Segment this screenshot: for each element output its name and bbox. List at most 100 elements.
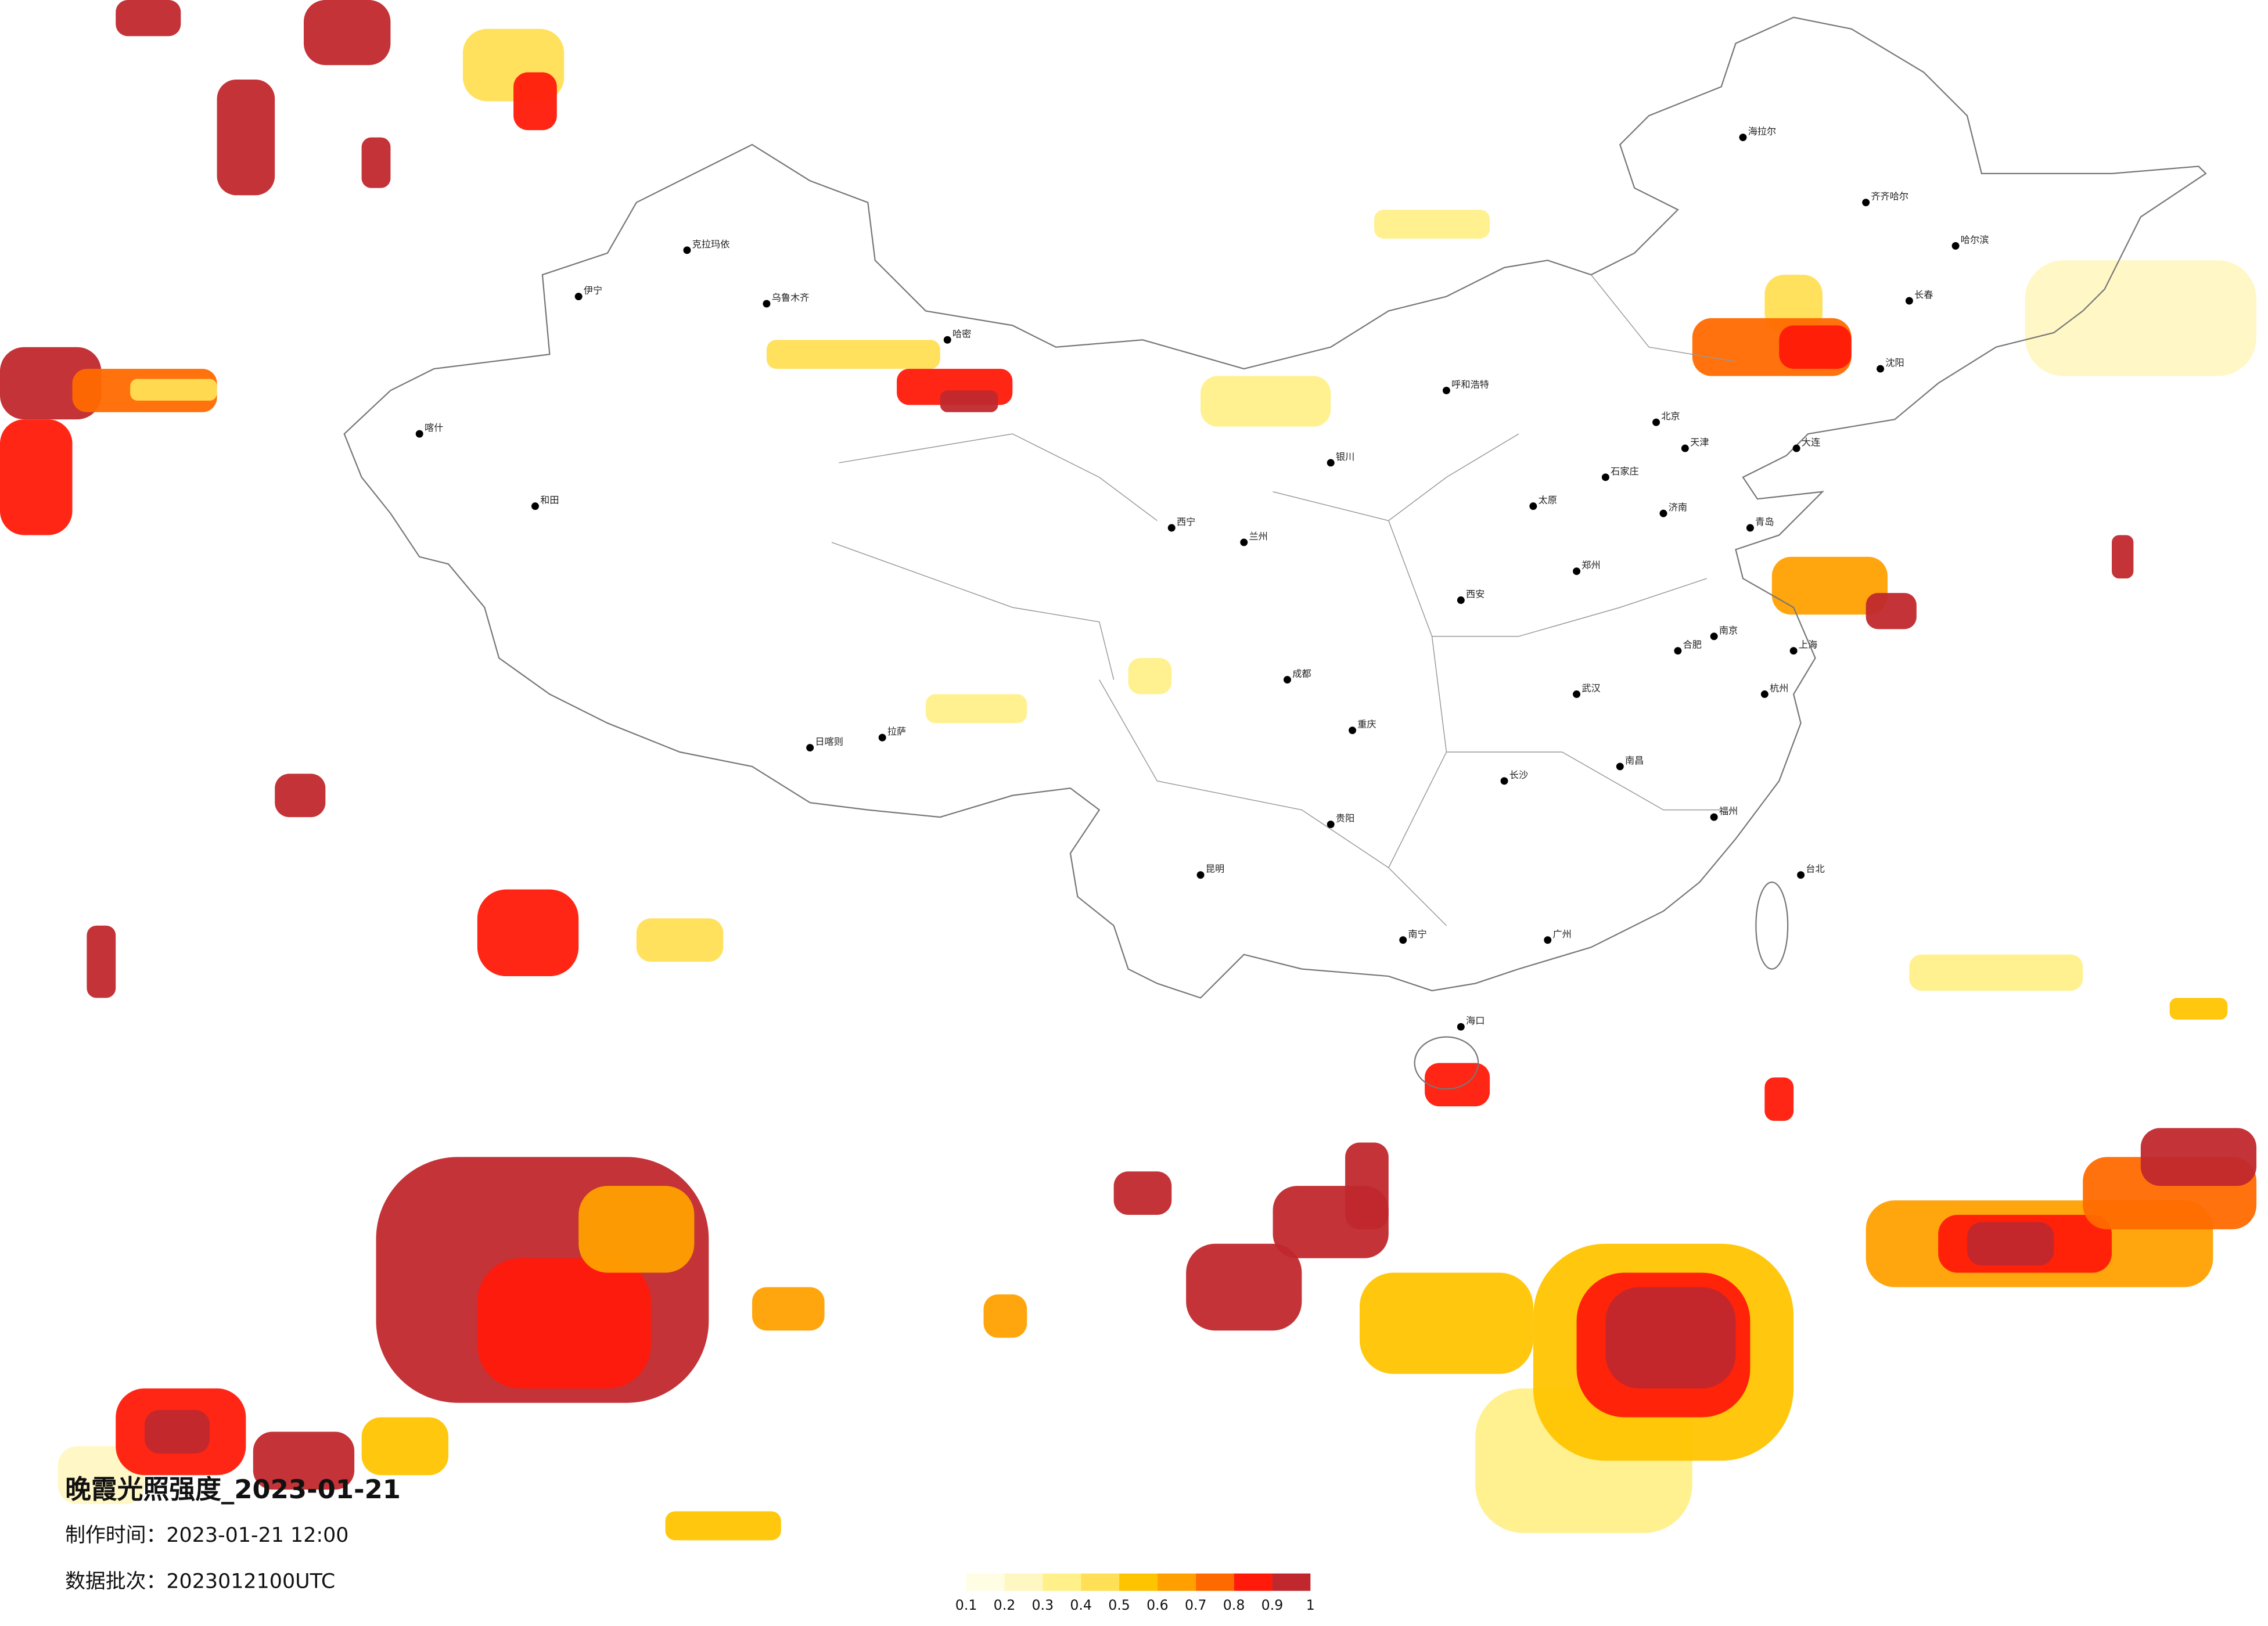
city-dot — [1196, 871, 1205, 879]
colorbar-tick-label: 0.2 — [994, 1597, 1016, 1613]
city-label: 哈密 — [953, 328, 971, 339]
city-dot — [1167, 524, 1176, 532]
heat-patch — [1360, 1272, 1533, 1374]
colorbar-tick-label: 0.5 — [1108, 1597, 1130, 1613]
city-dot — [1877, 365, 1885, 373]
heat-patch — [752, 1287, 825, 1331]
city-dot — [1674, 647, 1682, 655]
city-dot — [1500, 777, 1508, 785]
city-dot — [1659, 509, 1667, 517]
city-dot — [1681, 444, 1689, 452]
heat-patch — [513, 72, 557, 131]
hainan-outline — [1414, 1036, 1479, 1090]
city-dot — [1240, 538, 1248, 546]
heat-layer — [0, 0, 2257, 1541]
colorbar-swatch — [966, 1573, 1005, 1591]
city-dot — [1616, 762, 1624, 771]
city-label: 大连 — [1802, 437, 1820, 448]
city-label: 成都 — [1292, 668, 1311, 679]
city-dot — [1710, 632, 1718, 641]
city-dot — [574, 293, 583, 301]
city-dot — [1710, 813, 1718, 821]
heat-patch — [116, 0, 181, 37]
china-outline — [343, 16, 2207, 999]
colorbar-tick-label: 0.6 — [1146, 1597, 1169, 1613]
city-label: 乌鲁木齐 — [772, 292, 810, 303]
heat-patch — [766, 340, 940, 369]
city-label: 西宁 — [1177, 516, 1195, 527]
city-label: 武汉 — [1582, 682, 1600, 693]
heat-patch — [217, 79, 275, 196]
city-label: 台北 — [1806, 864, 1824, 875]
colorbar-tick-label: 1 — [1306, 1597, 1315, 1613]
city-dot — [763, 300, 771, 308]
heat-patch — [1186, 1243, 1302, 1331]
city-dot — [1739, 134, 1747, 142]
heat-patch — [1374, 210, 1490, 239]
province-lines — [831, 274, 1736, 926]
city-dot — [1573, 690, 1581, 698]
production-time: 制作时间：2023-01-21 12:00 — [65, 1524, 348, 1547]
city-label: 喀什 — [425, 422, 443, 433]
heat-patch — [1113, 1171, 1172, 1215]
city-dot — [1457, 596, 1465, 605]
colorbar-swatch — [1081, 1573, 1120, 1591]
city-label: 和田 — [540, 495, 559, 506]
city-label: 南宁 — [1408, 929, 1426, 940]
heat-patch — [940, 390, 998, 412]
city-dot — [943, 336, 951, 344]
heat-patch — [87, 925, 116, 998]
city-label: 哈尔滨 — [1961, 234, 1989, 245]
city-label: 克拉玛依 — [692, 239, 730, 250]
city-label: 海拉尔 — [1748, 126, 1777, 137]
heat-patch — [1201, 376, 1331, 427]
heat-patch — [1345, 1142, 1389, 1229]
heat-patch — [1779, 325, 1852, 369]
heat-patch — [1909, 954, 2083, 991]
taiwan-outline — [1755, 882, 1789, 970]
heat-patch — [477, 889, 579, 977]
heat-patch — [983, 1294, 1027, 1338]
heat-patch — [361, 137, 391, 188]
city-dot — [1792, 444, 1800, 452]
city-label: 昆明 — [1206, 864, 1224, 875]
colorbar-swatch — [1043, 1573, 1081, 1591]
heat-patch — [2140, 1128, 2257, 1186]
heat-patch — [636, 918, 724, 962]
city-dot — [1862, 199, 1870, 207]
city-label: 齐齐哈尔 — [1871, 191, 1908, 202]
city-dot — [1399, 936, 1407, 944]
colorbar-swatch — [1119, 1573, 1158, 1591]
city-label: 长春 — [1914, 289, 1933, 300]
city-dot — [531, 502, 539, 510]
city-dot — [1797, 871, 1805, 879]
colorbar-tick-label: 0.8 — [1223, 1597, 1245, 1613]
city-label: 日喀则 — [815, 736, 843, 747]
city-label: 沈阳 — [1885, 357, 1904, 368]
city-label: 广州 — [1552, 929, 1571, 940]
data-batch: 数据批次：2023012100UTC — [65, 1570, 335, 1593]
city-dot — [1327, 821, 1335, 829]
heat-patch — [477, 1258, 651, 1388]
city-label: 南昌 — [1625, 755, 1644, 766]
heat-patch — [1425, 1063, 1490, 1107]
city-label: 石家庄 — [1611, 466, 1639, 477]
colorbar-tick-label: 0.4 — [1070, 1597, 1092, 1613]
city-dot — [1327, 459, 1335, 467]
city-dot — [1760, 690, 1769, 698]
heat-patch — [145, 1410, 210, 1454]
heat-patch — [1771, 556, 1888, 615]
city-label: 青岛 — [1755, 516, 1774, 527]
heat-patch — [0, 419, 73, 535]
heat-patch — [2025, 260, 2257, 376]
city-dot — [1442, 386, 1450, 394]
heat-patch — [1605, 1287, 1736, 1388]
heat-patch — [2112, 535, 2134, 579]
city-label: 兰州 — [1249, 531, 1267, 542]
city-dot — [1573, 567, 1581, 575]
city-dot — [1601, 473, 1609, 481]
heat-patch — [275, 774, 326, 818]
city-label: 银川 — [1336, 451, 1354, 462]
